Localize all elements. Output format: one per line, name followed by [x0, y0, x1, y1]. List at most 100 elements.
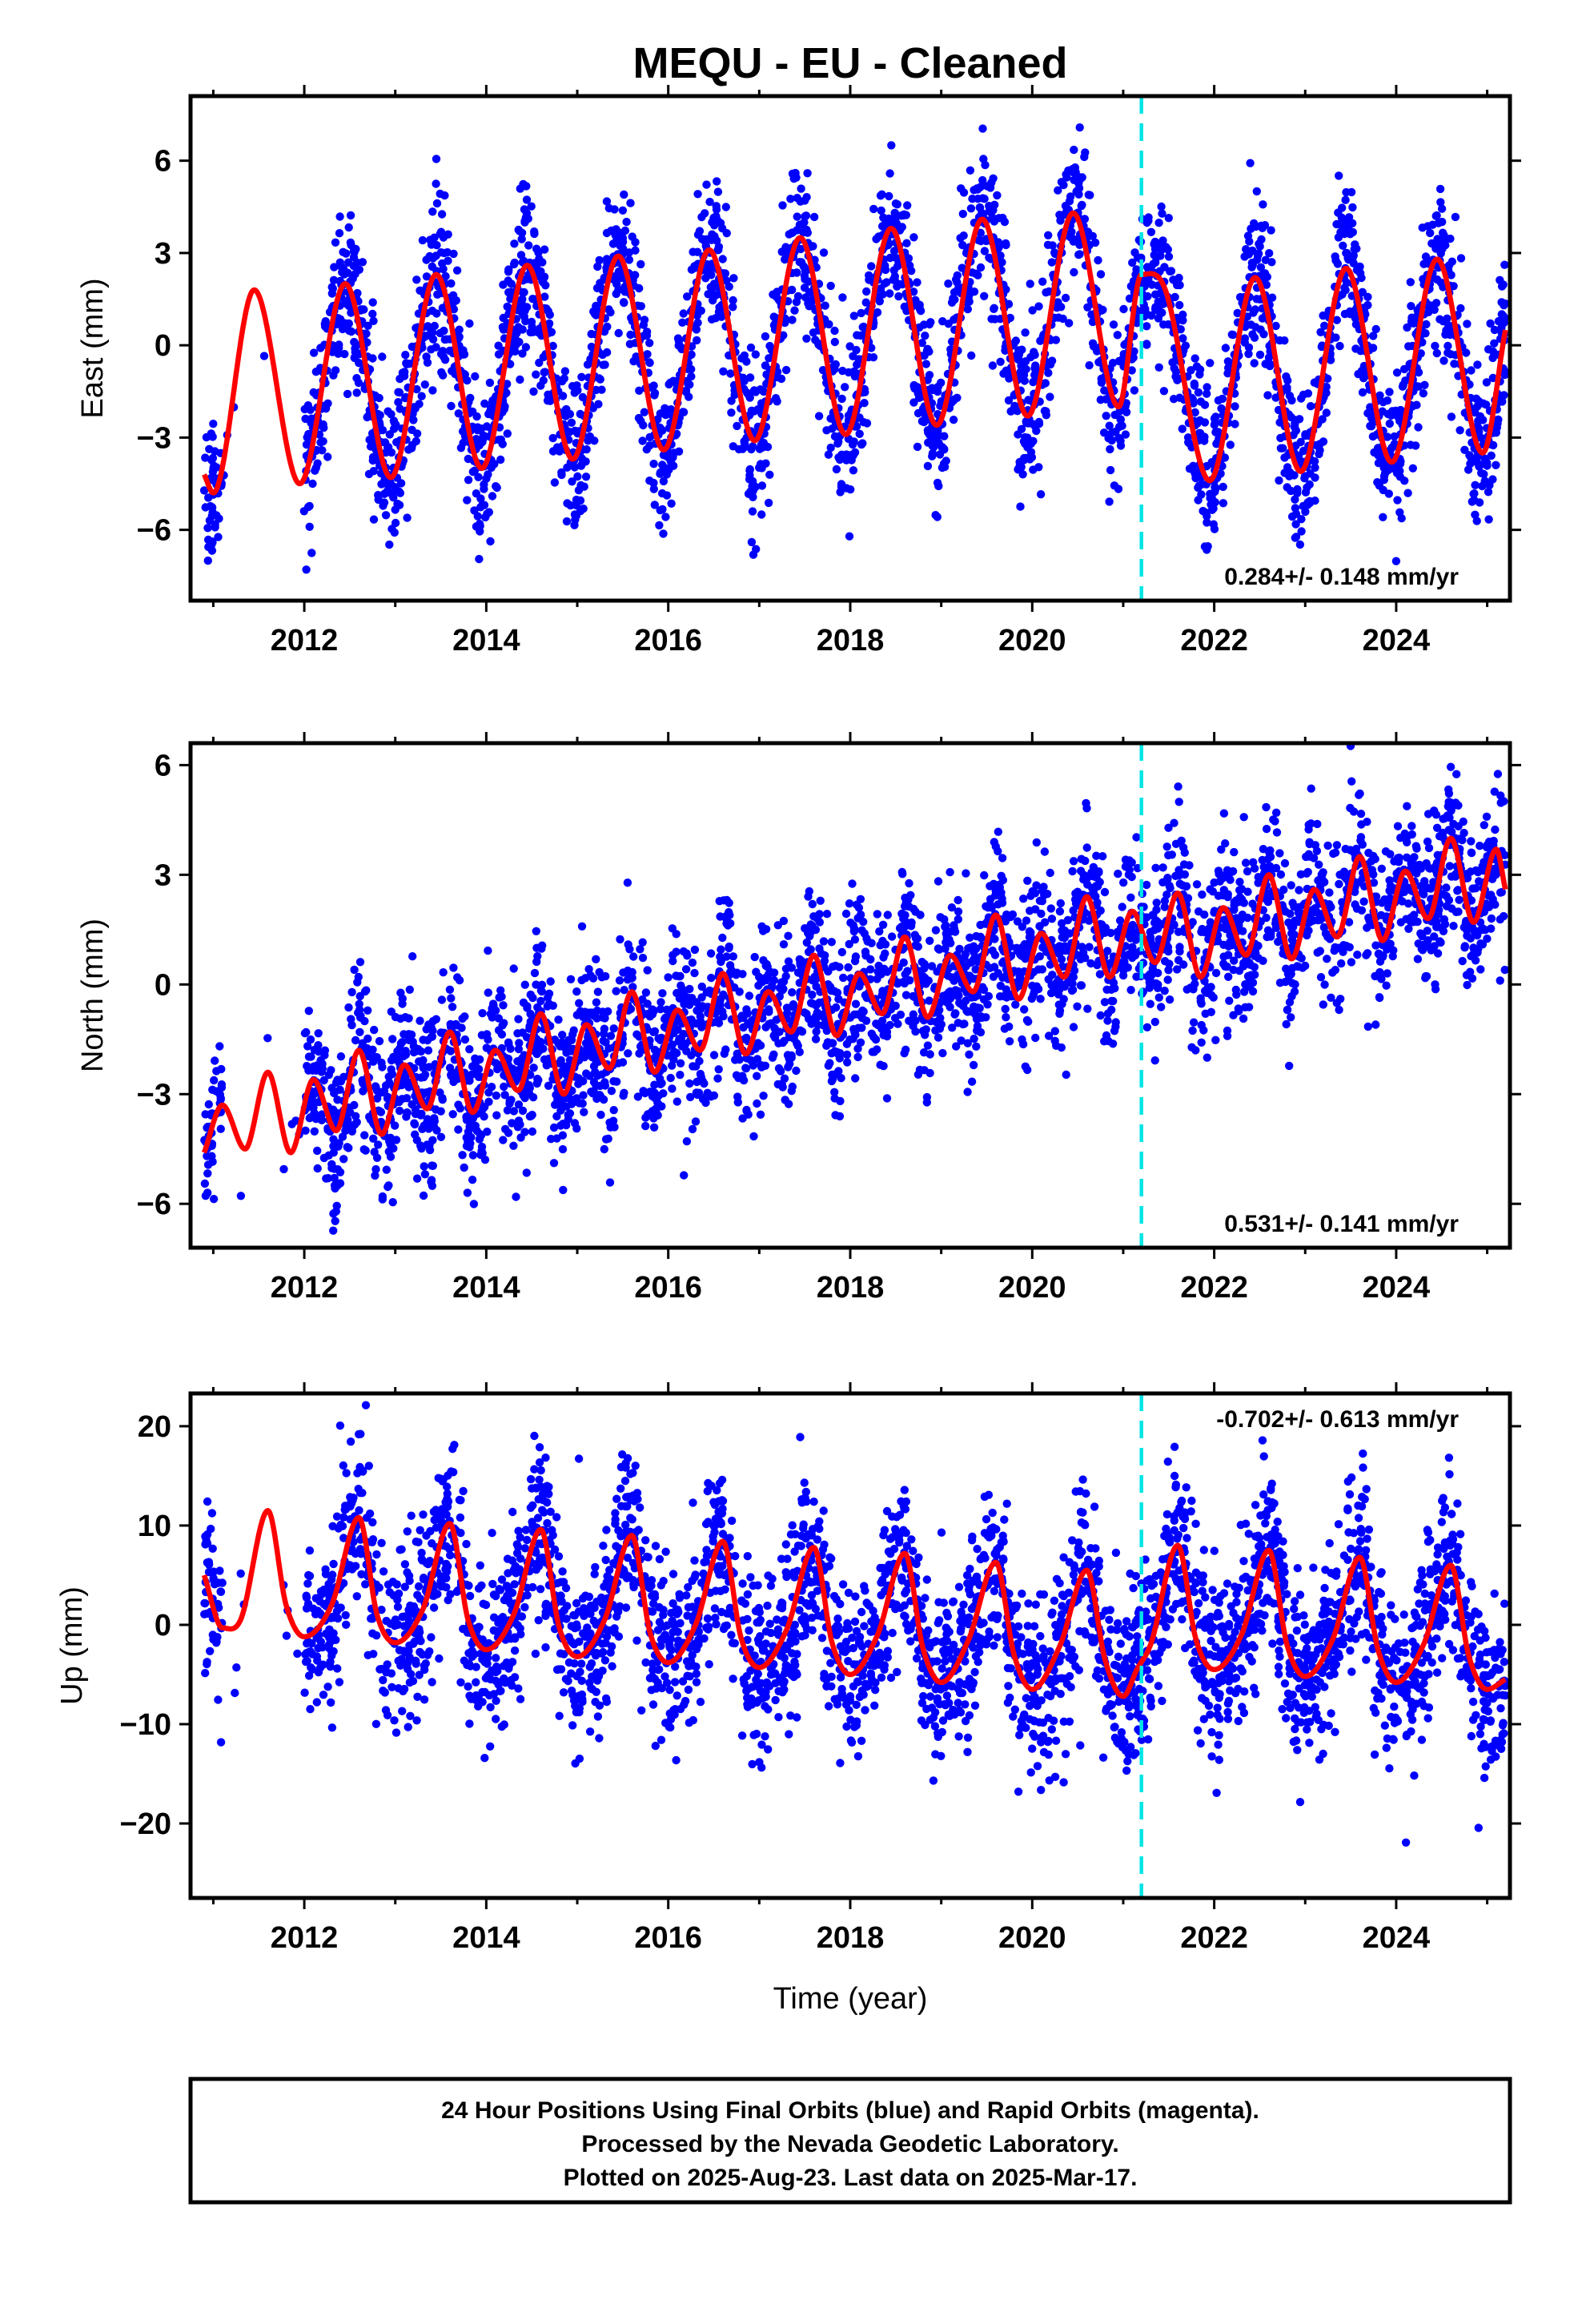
data-point: [350, 965, 359, 975]
data-point: [1387, 411, 1395, 420]
data-point: [1299, 390, 1308, 400]
data-point: [417, 392, 426, 400]
data-point: [978, 208, 986, 218]
data-point: [750, 407, 759, 416]
data-point: [1211, 1035, 1220, 1045]
data-point: [517, 308, 526, 316]
data-point: [403, 513, 412, 522]
data-point: [449, 963, 458, 972]
data-point: [1155, 240, 1165, 249]
data-point: [1323, 841, 1332, 850]
data-point: [717, 945, 725, 954]
data-point: [307, 549, 316, 557]
data-point: [830, 326, 839, 336]
data-point: [966, 166, 975, 175]
data-point: [355, 1027, 364, 1037]
data-point: [530, 227, 539, 236]
data-point: [713, 177, 721, 186]
data-point: [676, 1071, 685, 1080]
data-point: [408, 409, 417, 418]
data-point: [409, 403, 419, 412]
data-point: [1219, 809, 1229, 818]
data-point: [921, 360, 931, 368]
data-point: [1392, 468, 1402, 477]
data-point: [1344, 221, 1354, 230]
data-point: [837, 394, 846, 404]
data-point: [1056, 216, 1065, 225]
data-point: [1162, 842, 1171, 851]
data-point: [1190, 381, 1199, 390]
data-point: [1255, 350, 1265, 360]
data-point: [978, 124, 987, 133]
data-point: [1351, 344, 1360, 353]
data-point: [626, 199, 635, 207]
data-point: [913, 442, 922, 452]
data-point: [1482, 378, 1492, 387]
data-point: [1396, 834, 1405, 842]
data-point: [1248, 246, 1257, 255]
data-point: [691, 1117, 701, 1126]
data-point: [302, 565, 311, 574]
data-point: [1473, 360, 1482, 369]
data-point: [1018, 345, 1026, 354]
data-point: [395, 1106, 404, 1116]
data-point: [437, 210, 447, 219]
data-point: [1265, 249, 1274, 258]
data-point: [665, 378, 675, 388]
data-point: [612, 279, 621, 288]
data-point: [1113, 331, 1122, 340]
data-point: [447, 401, 456, 411]
data-point: [757, 510, 766, 519]
data-point: [583, 360, 592, 369]
data-point: [1490, 339, 1499, 348]
data-point: [980, 195, 989, 203]
data-point: [1164, 252, 1174, 261]
data-point: [757, 481, 767, 490]
data-point: [1297, 527, 1306, 536]
data-point: [484, 1088, 493, 1097]
data-point: [624, 248, 634, 257]
data-point: [940, 445, 949, 454]
data-point: [752, 545, 761, 553]
data-point: [1431, 341, 1439, 351]
data-point: [496, 455, 505, 464]
data-point: [341, 299, 350, 308]
data-point: [905, 879, 913, 888]
data-point: [976, 263, 986, 272]
data-point: [690, 968, 699, 978]
data-point: [858, 323, 867, 332]
data-point: [560, 374, 568, 383]
data-point: [1200, 436, 1209, 445]
data-point: [809, 212, 819, 222]
data-point: [412, 324, 420, 332]
data-point: [1323, 955, 1331, 963]
data-point: [1194, 388, 1203, 397]
data-point: [432, 179, 440, 188]
data-point: [1233, 308, 1242, 318]
data-point: [685, 392, 693, 401]
data-point: [609, 1077, 618, 1086]
data-point: [1478, 481, 1487, 491]
data-point: [1375, 391, 1384, 400]
data-point: [1154, 219, 1163, 227]
data-point: [1116, 436, 1125, 445]
data-point: [1275, 979, 1285, 987]
data-point: [1348, 227, 1358, 237]
data-point: [344, 223, 353, 232]
data-point: [1083, 1004, 1092, 1013]
data-point: [788, 316, 797, 324]
data-point: [503, 429, 512, 438]
data-point: [659, 529, 668, 538]
data-point: [351, 354, 359, 363]
data-point: [1146, 227, 1156, 236]
y-tick-label: 6: [155, 145, 171, 179]
data-point: [534, 328, 543, 337]
data-point: [1447, 904, 1456, 913]
data-point: [1287, 1013, 1295, 1022]
data-point: [336, 1052, 346, 1061]
data-point: [1086, 191, 1094, 199]
data-point: [529, 387, 538, 396]
data-point: [1435, 184, 1445, 194]
data-point: [209, 420, 218, 428]
data-point: [412, 429, 422, 438]
